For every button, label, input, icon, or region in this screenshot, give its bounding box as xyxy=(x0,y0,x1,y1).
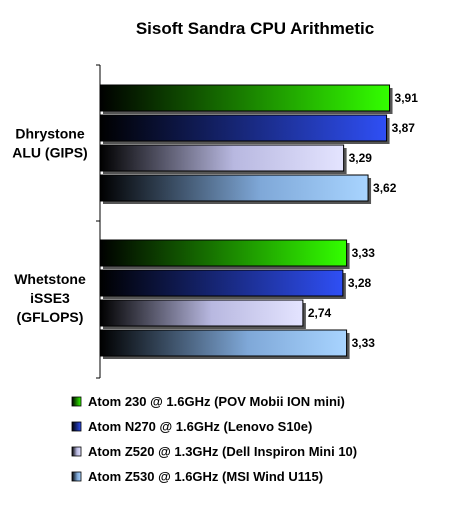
bars xyxy=(99,84,393,359)
category-label: iSSE3 xyxy=(30,290,70,306)
legend-swatch xyxy=(71,446,82,457)
chart-title: Sisoft Sandra CPU Arithmetic xyxy=(136,19,374,38)
bar xyxy=(99,269,344,297)
category-label: (GFLOPS) xyxy=(17,309,84,325)
legend-entry: Atom N270 @ 1.6GHz (Lenovo S10e) xyxy=(88,419,312,434)
value-label: 3,28 xyxy=(348,276,372,290)
legend-swatch xyxy=(71,471,82,482)
value-label: 2,74 xyxy=(308,306,332,320)
value-label: 3,33 xyxy=(352,246,376,260)
value-label: 3,91 xyxy=(395,91,419,105)
bar xyxy=(99,239,348,267)
legend: Atom 230 @ 1.6GHz (POV Mobii ION mini) At… xyxy=(71,394,357,484)
legend-entry: Atom Z520 @ 1.3GHz (Dell Inspiron Mini 1… xyxy=(88,444,357,459)
category-label: ALU (GIPS) xyxy=(12,145,87,161)
bar xyxy=(99,329,348,357)
legend-entry: Atom Z530 @ 1.6GHz (MSI Wind U115) xyxy=(88,469,323,484)
legend-swatch xyxy=(71,396,82,407)
value-labels: 3,91 3,87 3,29 3,62 3,33 3,28 2,74 3,33 xyxy=(308,91,418,350)
bar xyxy=(99,299,304,327)
category-labels: Dhrystone ALU (GIPS) Whetstone iSSE3 (GFLOPS… xyxy=(12,126,87,326)
value-label: 3,87 xyxy=(392,121,416,135)
bar xyxy=(99,114,388,142)
value-label: 3,29 xyxy=(349,151,373,165)
value-label: 3,62 xyxy=(373,181,397,195)
bar xyxy=(99,174,369,202)
bar xyxy=(99,84,391,112)
value-label: 3,33 xyxy=(352,336,376,350)
legend-swatch xyxy=(71,421,82,432)
legend-entry: Atom 230 @ 1.6GHz (POV Mobii ION mini) xyxy=(88,394,345,409)
category-label: Dhrystone xyxy=(15,126,84,142)
category-label: Whetstone xyxy=(14,271,86,287)
bar xyxy=(99,144,345,172)
